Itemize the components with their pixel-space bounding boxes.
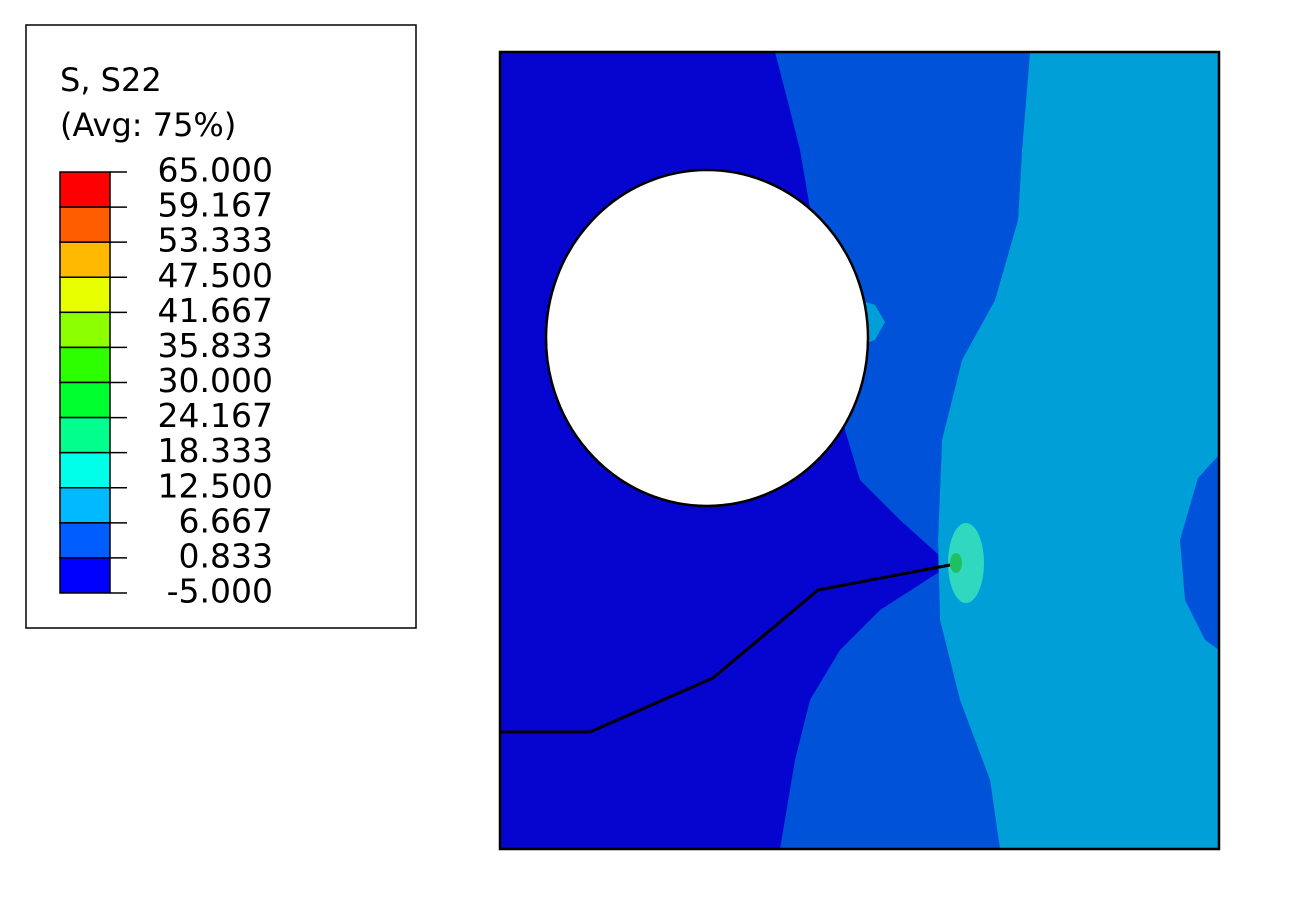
color-band xyxy=(59,487,111,524)
color-bar: 65.00059.16753.33347.50041.66735.83330.0… xyxy=(59,151,273,611)
color-band xyxy=(59,241,111,279)
level-label: 41.667 xyxy=(158,291,273,330)
level-label: 65.000 xyxy=(158,151,273,190)
color-band xyxy=(59,416,111,454)
color-band xyxy=(59,311,111,349)
level-label: -5.000 xyxy=(167,572,273,611)
level-label: 47.500 xyxy=(158,256,273,295)
plate-outline xyxy=(498,50,1221,851)
level-label: 0.833 xyxy=(179,536,273,575)
color-band xyxy=(59,381,111,419)
tip-core xyxy=(950,553,962,573)
color-band xyxy=(59,346,111,384)
level-label: 30.000 xyxy=(158,361,273,400)
color-band xyxy=(59,171,111,208)
level-label: 12.500 xyxy=(158,466,273,505)
color-band xyxy=(59,206,111,243)
crack-path xyxy=(500,563,951,734)
color-band xyxy=(59,557,111,594)
level-label: 53.333 xyxy=(158,221,273,260)
level-label: 24.167 xyxy=(158,396,273,435)
level-label: 59.167 xyxy=(158,186,273,225)
region-edge xyxy=(1180,455,1219,650)
color-band xyxy=(59,522,111,559)
color-band xyxy=(59,451,111,489)
legend-subtitle: (Avg: 75%) xyxy=(60,106,236,144)
model-view xyxy=(498,50,1221,851)
level-label: 35.833 xyxy=(158,326,273,365)
legend-title: S, S22 xyxy=(60,61,162,99)
color-band xyxy=(59,276,111,314)
region-high xyxy=(938,52,1219,849)
hole xyxy=(544,168,870,508)
tip-zone xyxy=(948,523,984,603)
level-label: 6.667 xyxy=(179,501,273,540)
level-label: 18.333 xyxy=(158,431,273,470)
